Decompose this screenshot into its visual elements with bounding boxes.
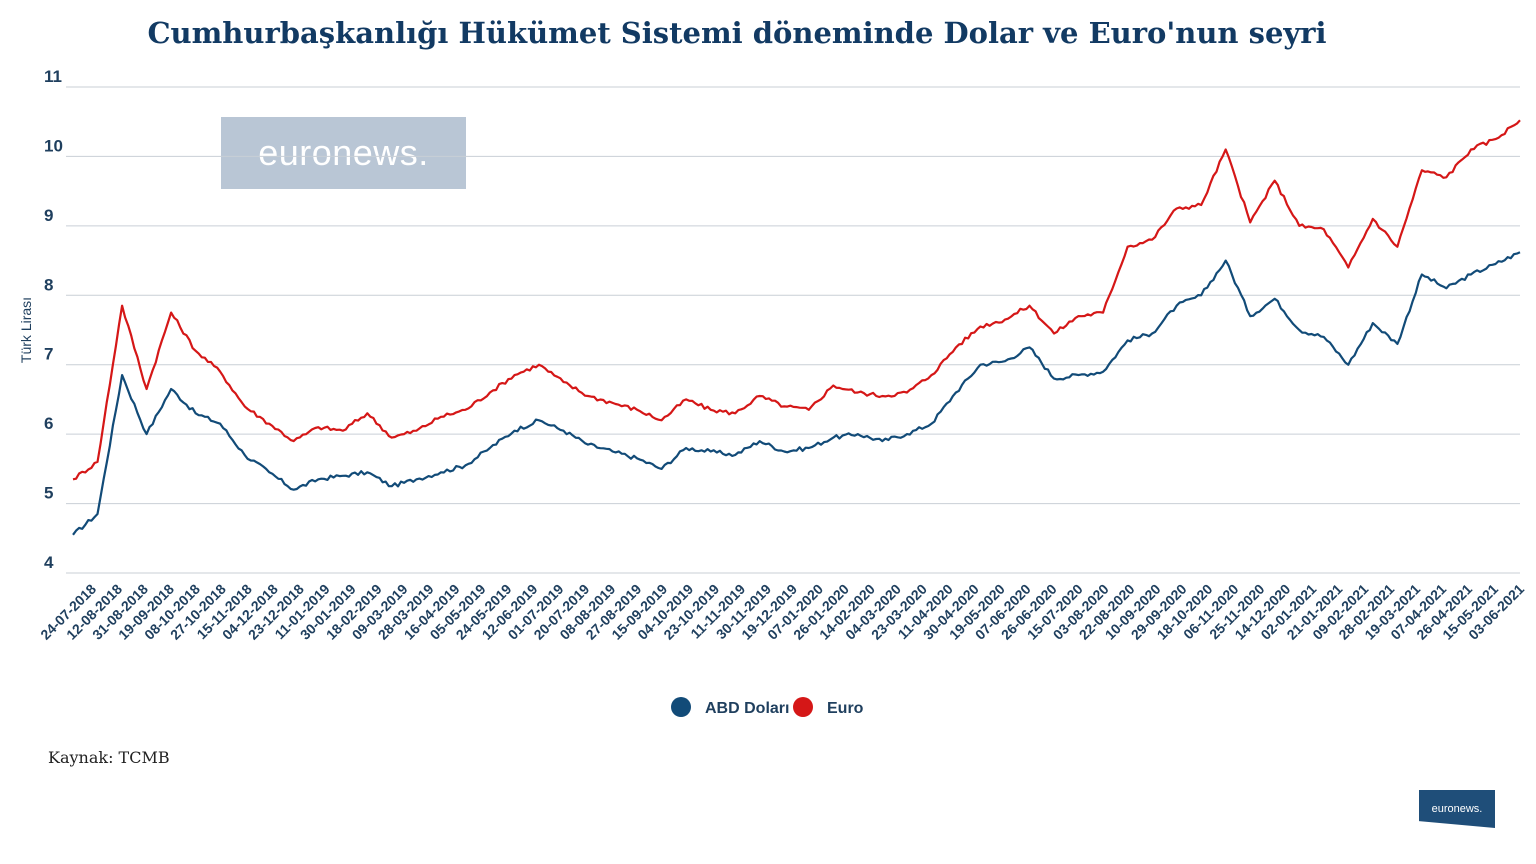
y-axis-ticks: 4 5 6 7 8 9 10 11 <box>44 67 63 572</box>
euronews-corner-logo: euronews. <box>1419 790 1495 828</box>
y-tick-label: 11 <box>44 67 62 86</box>
legend-marker-usd <box>671 697 691 717</box>
euronews-watermark-logo: euronews. <box>221 117 466 189</box>
watermark-text: euronews. <box>258 132 429 173</box>
corner-logo-text: euronews. <box>1431 803 1483 815</box>
y-tick-label: 7 <box>44 345 53 364</box>
y-tick-label: 8 <box>44 275 53 294</box>
y-tick-label: 4 <box>44 553 54 572</box>
grid-lines <box>66 86 1520 574</box>
y-axis-label: Türk Lirası <box>18 297 34 363</box>
y-tick-label: 10 <box>44 136 63 155</box>
y-tick-label: 9 <box>44 206 53 225</box>
chart-title: Cumhurbaşkanlığı Hükümet Sistemi dönemin… <box>147 16 1327 50</box>
legend-label-eur: Euro <box>827 700 864 717</box>
legend: ABD Doları Euro <box>671 697 864 717</box>
y-tick-label: 5 <box>44 484 53 503</box>
series-line-usd <box>72 251 1521 536</box>
legend-label-usd: ABD Doları <box>705 700 789 717</box>
source-note: Kaynak: TCMB <box>48 748 170 767</box>
legend-marker-eur <box>793 697 813 717</box>
x-axis-ticks: 24-07-201812-08-201831-08-201819-09-2018… <box>37 581 1527 643</box>
series-lines <box>72 119 1521 536</box>
y-tick-label: 6 <box>44 414 53 433</box>
series-line-eur <box>72 119 1521 481</box>
